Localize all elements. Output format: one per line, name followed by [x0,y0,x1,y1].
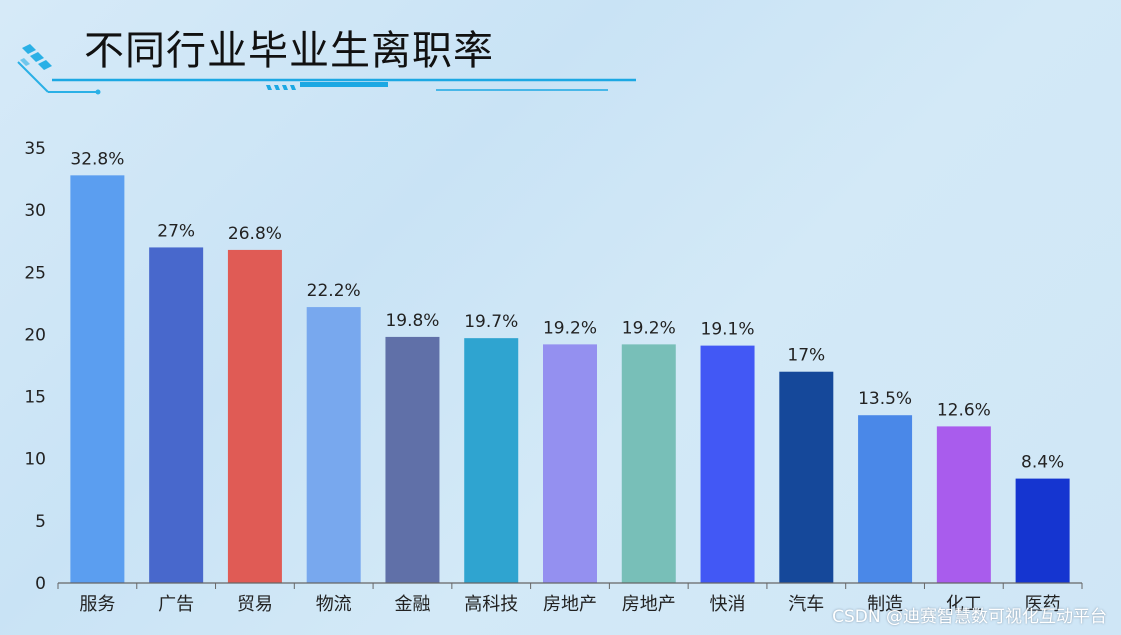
x-tick-label: 广告 [158,594,194,615]
bar [936,426,991,583]
data-label: 32.8% [70,149,124,169]
x-tick-label: 金融 [394,594,430,615]
x-tick-label: 房地产 [543,594,597,615]
data-label: 13.5% [858,389,912,409]
y-tick-label: 10 [24,450,46,470]
bar [779,371,834,583]
x-tick-label: 房地产 [622,594,676,615]
x-tick-label: 化工 [946,594,982,615]
bar [621,344,676,583]
x-axis: 服务 广告 贸易 物流 金融 高科技 房地产 房地产 快消 汽车 制造 化工 医药 [57,582,1083,615]
y-tick-label: 25 [24,263,46,283]
data-label: 19.1% [701,320,755,340]
x-tick-label: 高科技 [464,594,518,615]
data-label: 27% [157,221,195,241]
x-tick-label: 医药 [1025,594,1061,615]
x-tick-label: 汽车 [788,594,824,615]
data-label: 19.8% [385,311,439,331]
bar [227,249,282,583]
data-label: 26.8% [228,224,282,244]
bar [464,338,519,583]
bar-series: 32.8% 27% 26.8% 22.2% 19.8% 19.7% 19.2% 19.2% 19… [70,149,1070,584]
x-tick-label: 物流 [316,594,352,615]
y-tick-label: 5 [35,512,46,532]
bar [543,344,597,583]
bar [385,336,440,583]
bar [858,415,913,583]
y-tick-label: 30 [24,201,46,221]
data-label: 19.7% [464,312,518,332]
bar [1015,478,1070,583]
x-tick-label: 贸易 [237,594,273,615]
x-tick-label: 制造 [867,594,903,615]
bar [70,175,125,584]
watermark: CSDN @迪赛智慧数可视化互动平台 [832,607,1107,627]
page-title: 不同行业毕业生离职率 [84,28,494,74]
x-tick-label: 快消 [710,594,746,615]
data-label: 8.4% [1021,453,1064,473]
y-tick-label: 35 [24,139,46,159]
data-label: 19.2% [622,318,676,338]
y-tick-label: 15 [24,388,46,408]
data-label: 12.6% [937,400,991,420]
y-tick-label: 0 [35,574,46,594]
bar [149,247,204,583]
y-axis: 0 5 10 15 20 25 30 35 [24,139,46,594]
x-tick-label: 服务 [79,594,115,615]
bar [306,307,361,583]
data-label: 22.2% [307,281,361,301]
data-label: 19.2% [543,318,597,338]
data-label: 17% [787,346,825,366]
bar [700,345,755,583]
y-tick-label: 20 [24,325,46,345]
